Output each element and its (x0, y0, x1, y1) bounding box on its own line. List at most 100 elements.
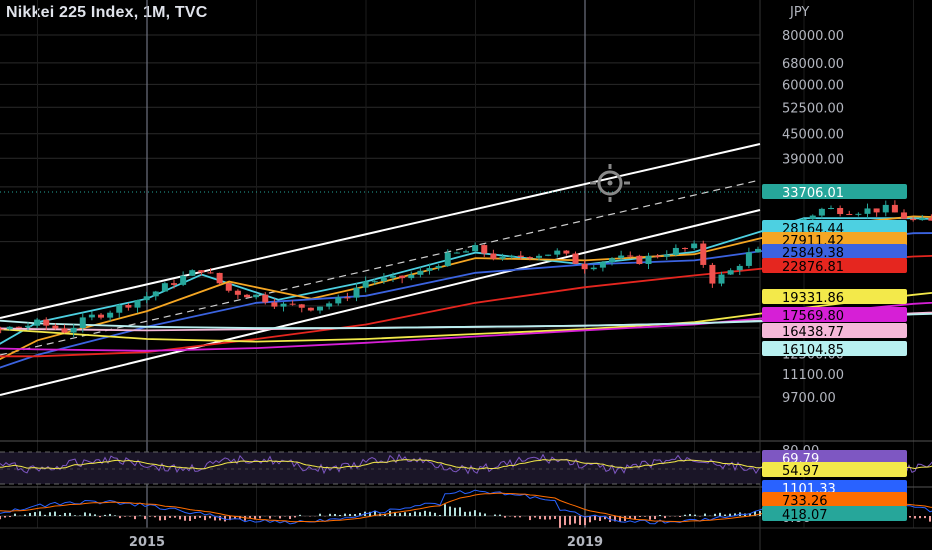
trend-channel[interactable] (0, 143, 761, 396)
macd-histogram-bar (104, 514, 106, 516)
rsi-signal-value-tag (762, 462, 907, 477)
macd-histogram-bar (599, 516, 601, 521)
candle-body (390, 275, 397, 278)
macd-histogram-bar (134, 516, 136, 520)
macd-histogram-bar (494, 514, 496, 516)
macd-histogram-bar (69, 512, 71, 516)
macd-hist-value-tag (762, 506, 907, 521)
candle-body (828, 208, 835, 210)
macd-histogram-bar (204, 516, 206, 521)
rsi-panel (0, 451, 932, 485)
candle-body (636, 255, 643, 264)
ma-orange-tag (762, 232, 907, 247)
price-axis-unit: JPY (789, 5, 809, 20)
macd-histogram-bar (49, 512, 51, 516)
candle-body (216, 272, 223, 284)
candle-body (563, 250, 570, 254)
macd-histogram-bar (279, 516, 281, 519)
candle-body (408, 274, 415, 279)
macd-histogram-bar (444, 504, 446, 516)
candle-body (344, 297, 351, 299)
candle-body (554, 250, 561, 255)
candle-body (590, 267, 597, 270)
macd-histogram-bar (594, 516, 596, 521)
candle-body (745, 252, 752, 266)
macd-histogram-bar (694, 514, 696, 516)
macd-histogram-bar (569, 516, 571, 525)
crosshair-icon[interactable] (590, 164, 630, 202)
macd-histogram-bar (9, 516, 11, 518)
candle-body (809, 215, 816, 219)
ma-pink-tag-text: 16438.77 (782, 325, 844, 340)
macd-histogram-bar (614, 516, 616, 522)
candle-body (371, 281, 378, 283)
macd-signal-value-tag (762, 492, 907, 507)
macd-histogram-bar (149, 516, 151, 517)
macd-histogram-bar (339, 514, 341, 516)
candle-body (645, 255, 652, 264)
macd-histogram-bar (119, 516, 121, 519)
macd-histogram-bar (754, 511, 756, 516)
ma-yellow-tag (762, 289, 907, 304)
macd-histogram-bar (434, 512, 436, 516)
price-tick-label: 80000.00 (782, 29, 844, 44)
macd-histogram-bar (154, 516, 156, 518)
macd-histogram-bar (919, 516, 921, 519)
macd-histogram-bar (589, 516, 591, 523)
price-tick-label: 9700.00 (782, 391, 836, 406)
macd-histogram-bar (94, 514, 96, 516)
candle-body (417, 270, 424, 275)
macd-histogram-bar (914, 516, 916, 519)
candle-body (517, 255, 524, 258)
candle-body (864, 208, 871, 214)
candle-body (289, 303, 296, 305)
macd-histogram-bar (499, 514, 501, 516)
time-axis[interactable]: 201520192023 (129, 535, 932, 550)
macd-histogram-bar (234, 516, 236, 519)
candle-body (43, 319, 50, 326)
channel-lower-line (0, 209, 761, 396)
rsi-band (0, 452, 760, 484)
macd-signal-value-tag-text: 733.26 (782, 494, 828, 509)
macd-histogram-bar (249, 516, 251, 519)
macd-histogram-bar (144, 516, 146, 520)
candle-body (709, 264, 716, 284)
macd-histogram-bar (0, 516, 1, 520)
candle-body (61, 328, 68, 333)
macd-histogram-bar (729, 513, 731, 516)
candle-body (700, 243, 707, 265)
candle-body (682, 247, 689, 249)
macd-histogram-bar (624, 516, 626, 522)
candle-body (891, 204, 898, 213)
macd-histogram-bar (549, 516, 551, 520)
price-tick-label: 11100.00 (782, 368, 844, 383)
candle-body (125, 305, 132, 308)
candle-body (52, 325, 59, 329)
channel-upper-line (0, 143, 761, 319)
price-tags: 33706.0128164.4427911.4225849.3822876.81… (0, 184, 907, 523)
macd-histogram-bar (424, 510, 426, 516)
macd-histogram-bar (34, 512, 36, 516)
macd-histogram-bar (924, 516, 926, 519)
candle-body (180, 275, 187, 285)
candle-body (910, 218, 917, 221)
macd-histogram-bar (544, 516, 546, 520)
candle-body (79, 317, 86, 328)
macd-histogram-bar (734, 513, 736, 516)
macd-histogram-bar (89, 513, 91, 516)
macd-histogram-bar (179, 516, 181, 520)
candle-body (818, 208, 825, 216)
candle-body (499, 256, 506, 259)
macd-histogram-bar (74, 515, 76, 516)
macd-histogram-bar (689, 513, 691, 516)
ma-magenta-tag-text: 17569.80 (782, 309, 844, 324)
price-tick-label: 45000.00 (782, 128, 844, 143)
macd-histogram-bar (704, 513, 706, 516)
candle-body (116, 305, 123, 313)
macd-histogram-bar (194, 516, 196, 519)
macd-histogram-bar (199, 516, 201, 518)
price-tick-label: 68000.00 (782, 57, 844, 72)
candle-body (362, 281, 369, 288)
